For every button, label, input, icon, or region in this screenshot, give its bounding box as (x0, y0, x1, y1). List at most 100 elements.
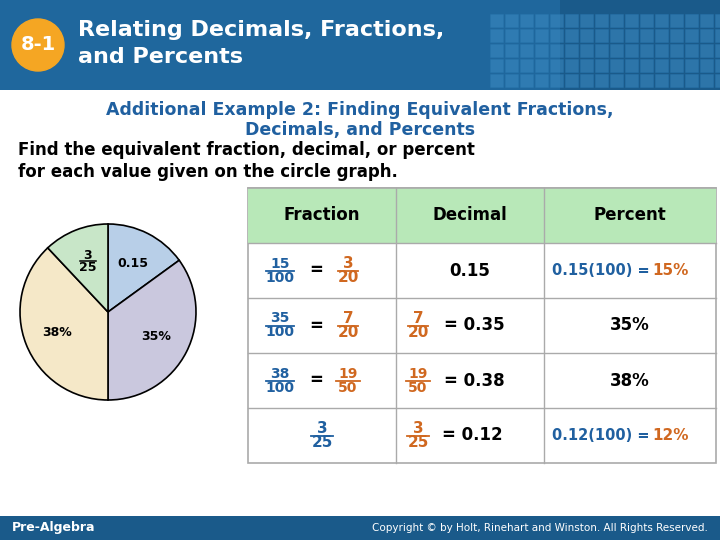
Text: 19: 19 (408, 367, 428, 381)
FancyBboxPatch shape (700, 74, 713, 87)
FancyBboxPatch shape (520, 29, 533, 42)
Text: Pre-Algebra: Pre-Algebra (12, 522, 96, 535)
FancyBboxPatch shape (685, 74, 698, 87)
Text: 7: 7 (413, 311, 423, 326)
FancyBboxPatch shape (610, 14, 623, 27)
FancyBboxPatch shape (490, 59, 503, 72)
FancyBboxPatch shape (0, 0, 560, 90)
FancyBboxPatch shape (640, 14, 653, 27)
FancyBboxPatch shape (505, 59, 518, 72)
FancyBboxPatch shape (595, 29, 608, 42)
FancyBboxPatch shape (685, 44, 698, 57)
Text: Additional Example 2: Finding Equivalent Fractions,: Additional Example 2: Finding Equivalent… (107, 101, 613, 119)
Text: =: = (309, 372, 323, 389)
FancyBboxPatch shape (580, 74, 593, 87)
Text: Fraction: Fraction (284, 206, 360, 225)
FancyBboxPatch shape (670, 14, 683, 27)
Text: 38: 38 (270, 367, 289, 381)
Text: 38%: 38% (610, 372, 650, 389)
FancyBboxPatch shape (715, 14, 720, 27)
FancyBboxPatch shape (655, 74, 668, 87)
FancyBboxPatch shape (715, 44, 720, 57)
Text: 50: 50 (338, 381, 358, 395)
FancyBboxPatch shape (700, 14, 713, 27)
Text: 3: 3 (317, 421, 328, 436)
FancyBboxPatch shape (610, 74, 623, 87)
FancyBboxPatch shape (248, 188, 716, 463)
Wedge shape (108, 224, 179, 312)
Text: =: = (309, 261, 323, 280)
Text: 3: 3 (413, 421, 423, 436)
FancyBboxPatch shape (505, 29, 518, 42)
FancyBboxPatch shape (550, 44, 563, 57)
Text: 20: 20 (337, 325, 359, 340)
FancyBboxPatch shape (670, 74, 683, 87)
FancyBboxPatch shape (715, 74, 720, 87)
Wedge shape (108, 260, 196, 400)
FancyBboxPatch shape (550, 29, 563, 42)
FancyBboxPatch shape (715, 59, 720, 72)
FancyBboxPatch shape (610, 29, 623, 42)
Wedge shape (20, 248, 108, 400)
Text: 19: 19 (338, 367, 358, 381)
Circle shape (12, 19, 64, 71)
FancyBboxPatch shape (685, 29, 698, 42)
FancyBboxPatch shape (655, 14, 668, 27)
FancyBboxPatch shape (715, 29, 720, 42)
Text: 0.12(100) =: 0.12(100) = (552, 428, 654, 443)
FancyBboxPatch shape (580, 59, 593, 72)
FancyBboxPatch shape (580, 14, 593, 27)
FancyBboxPatch shape (685, 59, 698, 72)
Text: = 0.12: = 0.12 (442, 427, 503, 444)
FancyBboxPatch shape (655, 44, 668, 57)
FancyBboxPatch shape (505, 74, 518, 87)
FancyBboxPatch shape (248, 188, 716, 243)
FancyBboxPatch shape (490, 14, 503, 27)
FancyBboxPatch shape (610, 59, 623, 72)
FancyBboxPatch shape (625, 74, 638, 87)
Text: 100: 100 (266, 271, 294, 285)
Text: Find the equivalent fraction, decimal, or percent: Find the equivalent fraction, decimal, o… (18, 141, 475, 159)
Text: 0.15: 0.15 (117, 257, 148, 270)
FancyBboxPatch shape (550, 74, 563, 87)
Text: 38%: 38% (42, 326, 72, 339)
Text: 0.15(100) =: 0.15(100) = (552, 263, 654, 278)
FancyBboxPatch shape (640, 74, 653, 87)
Text: 25: 25 (311, 435, 333, 450)
FancyBboxPatch shape (640, 59, 653, 72)
FancyBboxPatch shape (655, 29, 668, 42)
FancyBboxPatch shape (490, 29, 503, 42)
FancyBboxPatch shape (0, 516, 720, 540)
FancyBboxPatch shape (595, 74, 608, 87)
Text: 3: 3 (343, 256, 354, 271)
FancyBboxPatch shape (505, 44, 518, 57)
FancyBboxPatch shape (610, 44, 623, 57)
FancyBboxPatch shape (700, 29, 713, 42)
FancyBboxPatch shape (625, 29, 638, 42)
FancyBboxPatch shape (670, 29, 683, 42)
FancyBboxPatch shape (535, 74, 548, 87)
FancyBboxPatch shape (670, 44, 683, 57)
FancyBboxPatch shape (580, 29, 593, 42)
Text: Copyright © by Holt, Rinehart and Winston. All Rights Reserved.: Copyright © by Holt, Rinehart and Winsto… (372, 523, 708, 533)
Text: 35%: 35% (610, 316, 650, 334)
FancyBboxPatch shape (700, 59, 713, 72)
Text: =: = (309, 316, 323, 334)
Text: Decimals, and Percents: Decimals, and Percents (245, 121, 475, 139)
FancyBboxPatch shape (700, 44, 713, 57)
FancyBboxPatch shape (0, 0, 720, 90)
Text: 25: 25 (79, 261, 96, 274)
FancyBboxPatch shape (580, 44, 593, 57)
FancyBboxPatch shape (520, 44, 533, 57)
FancyBboxPatch shape (565, 44, 578, 57)
FancyBboxPatch shape (685, 14, 698, 27)
Text: 25: 25 (408, 435, 428, 450)
Text: 35: 35 (270, 312, 289, 326)
FancyBboxPatch shape (670, 59, 683, 72)
FancyBboxPatch shape (565, 14, 578, 27)
Text: 35%: 35% (142, 330, 171, 343)
Text: 20: 20 (408, 325, 428, 340)
FancyBboxPatch shape (565, 29, 578, 42)
FancyBboxPatch shape (625, 59, 638, 72)
FancyBboxPatch shape (595, 59, 608, 72)
